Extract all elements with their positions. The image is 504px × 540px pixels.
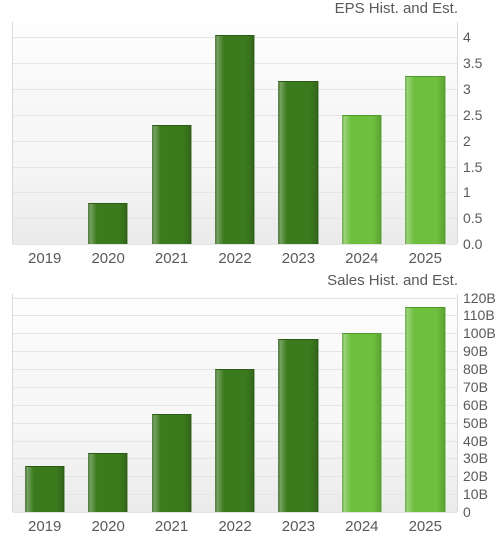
y-tick-label: 10B [463,486,488,502]
y-tick-label: 0.0 [463,236,482,252]
y-tick-label: 110B [463,307,495,323]
gridline [13,244,457,245]
bar-2022 [215,369,254,512]
x-tick-label: 2020 [91,518,124,535]
x-tick-label: 2023 [282,518,315,535]
eps-chart-title: EPS Hist. and Est. [0,0,504,17]
y-tick-label: 50B [463,415,488,431]
x-tick-label: 2022 [218,250,251,267]
y-tick-label: 80B [463,361,488,377]
y-tick-label: 90B [463,343,488,359]
x-tick-label: 2025 [409,518,442,535]
y-tick-label: 60B [463,397,488,413]
gridline [13,298,457,299]
y-tick-label: 4 [463,29,471,45]
y-tick-label: 120B [463,290,496,306]
bar-2025 [406,76,445,244]
y-tick-label: 20B [463,468,488,484]
bar-2020 [88,453,127,512]
bar-2023 [279,81,318,244]
y-tick-label: 3.5 [463,55,482,71]
gridline [13,512,457,513]
eps-chart: EPS Hist. and Est. 0.00.511.522.533.5420… [0,0,504,272]
x-tick-label: 2025 [409,250,442,267]
x-tick-label: 2022 [218,518,251,535]
y-tick-label: 1.5 [463,159,482,175]
y-tick-label: 30B [463,450,488,466]
eps-plot-area: 0.00.511.522.533.54201920202021202220232… [12,22,458,244]
bar-2022 [215,35,254,244]
y-tick-label: 3 [463,81,471,97]
x-tick-label: 2024 [345,250,378,267]
sales-chart: Sales Hist. and Est. 010B20B30B40B50B60B… [0,272,504,540]
canvas: EPS Hist. and Est. 0.00.511.522.533.5420… [0,0,504,540]
gridline [13,315,457,316]
x-tick-label: 2021 [155,518,188,535]
bar-2021 [152,414,191,512]
y-tick-label: 100B [463,325,496,341]
x-tick-label: 2021 [155,250,188,267]
sales-chart-title: Sales Hist. and Est. [0,272,504,289]
gridline [13,333,457,334]
y-tick-label: 2.5 [463,107,482,123]
bar-2020 [88,203,127,244]
y-tick-label: 0.5 [463,210,482,226]
y-tick-label: 1 [463,184,471,200]
bar-2024 [342,333,381,512]
bar-2024 [342,115,381,244]
y-tick-label: 40B [463,433,488,449]
y-tick-label: 2 [463,133,471,149]
x-tick-label: 2024 [345,518,378,535]
x-tick-label: 2020 [91,250,124,267]
bar-2021 [152,125,191,244]
bar-2025 [406,307,445,512]
bar-2019 [25,466,64,512]
x-tick-label: 2023 [282,250,315,267]
x-tick-label: 2019 [28,250,61,267]
sales-plot-area: 010B20B30B40B50B60B70B80B90B100B110B120B… [12,294,458,512]
gridline [13,351,457,352]
y-tick-label: 70B [463,379,488,395]
x-tick-label: 2019 [28,518,61,535]
bar-2023 [279,339,318,512]
y-tick-label: 0 [463,504,471,520]
